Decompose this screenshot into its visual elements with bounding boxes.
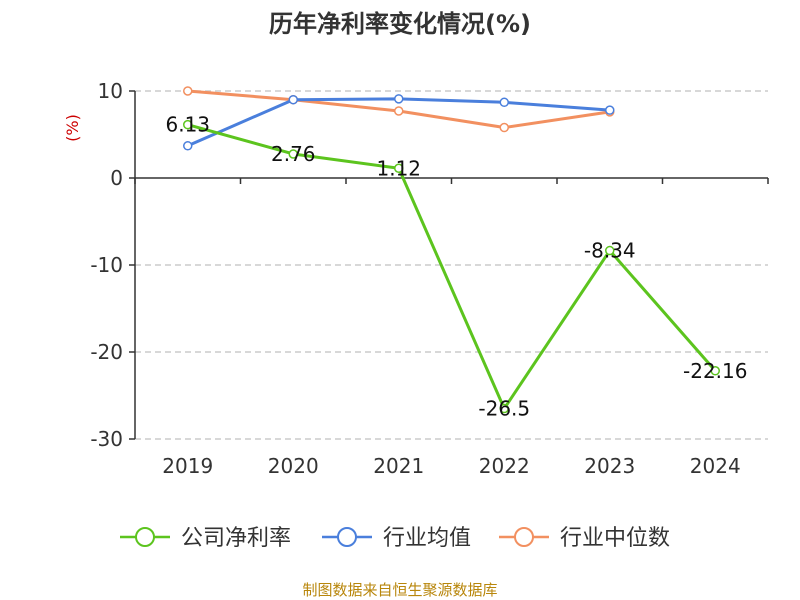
data-point	[288, 94, 298, 105]
x-tick-label: 2020	[268, 454, 319, 478]
legend-label: 行业均值	[383, 526, 471, 551]
data-point	[499, 97, 509, 108]
data-point	[183, 86, 193, 96]
series-1	[183, 94, 615, 151]
data-point	[394, 163, 404, 174]
data-label: -26.5	[478, 397, 530, 421]
data-label: 2.76	[271, 142, 316, 166]
y-tick-label: 10	[98, 79, 123, 103]
legend-swatch-marker	[135, 527, 155, 547]
y-tick-label: -10	[90, 253, 123, 277]
legend-item-2: 行业中位数	[499, 526, 670, 551]
source-note: 制图数据来自恒生聚源数据库	[302, 581, 497, 599]
data-label: 6.13	[165, 113, 210, 137]
data-point	[499, 403, 509, 414]
x-tick-label: 2019	[162, 454, 213, 478]
grid-lines	[135, 90, 768, 440]
data-labels: 6.13 2.76 1.12 -26.5 -8.34 -22.16	[165, 113, 747, 421]
data-label: -8.34	[584, 239, 636, 263]
x-tick-label: 2024	[690, 454, 741, 478]
data-point	[394, 94, 404, 104]
series-lines	[183, 86, 720, 414]
x-tick-label: 2023	[584, 454, 635, 478]
x-tick-label: 2022	[479, 454, 530, 478]
axes: 10 0 -10 -20 -30 2019 2020 2021 2022 2023 2024	[90, 79, 769, 478]
x-tick-label: 2021	[373, 454, 424, 478]
y-axis-unit-label: (%)	[63, 114, 82, 142]
legend-swatch-marker	[337, 527, 357, 547]
legend: 公司净利率 行业均值 行业中位数	[120, 526, 670, 551]
y-tick-label: -20	[90, 340, 123, 364]
legend-label: 公司净利率	[181, 526, 291, 551]
data-point	[499, 122, 509, 133]
data-point	[183, 141, 193, 151]
data-point	[183, 119, 193, 130]
legend-item-1: 行业均值	[322, 526, 471, 551]
series-2	[183, 86, 615, 133]
data-point	[605, 105, 615, 115]
legend-item-0: 公司净利率	[120, 526, 291, 551]
series-line	[187, 123, 717, 411]
data-point	[710, 366, 720, 376]
y-tick-label: -30	[90, 427, 123, 451]
series-0	[183, 119, 720, 414]
legend-label: 行业中位数	[560, 526, 670, 551]
legend-swatch-marker	[514, 527, 534, 547]
data-label: 1.12	[376, 156, 421, 180]
chart-title: 历年净利率变化情况(%)	[269, 10, 531, 38]
data-point	[394, 106, 404, 116]
data-point	[288, 149, 298, 159]
data-point	[605, 245, 615, 256]
y-tick-label: 0	[110, 166, 123, 190]
data-label: -22.16	[683, 359, 747, 383]
